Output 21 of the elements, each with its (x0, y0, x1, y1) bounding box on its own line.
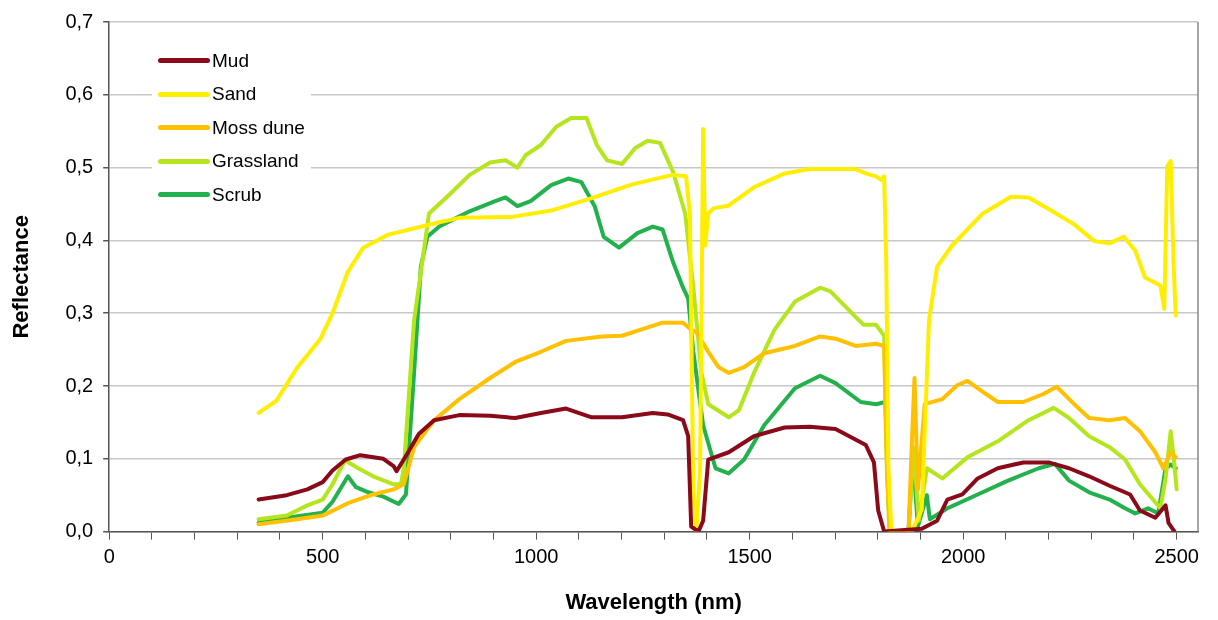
y-tick-label: 0,1 (65, 446, 94, 469)
x-tick-label: 0 (103, 545, 115, 568)
legend-label: Grassland (212, 150, 299, 173)
y-axis-title: Reflectance (8, 215, 34, 339)
y-tick-label: 0,0 (65, 519, 94, 542)
y-tick-label: 0,5 (65, 155, 94, 178)
legend-label: Sand (212, 83, 257, 106)
x-tick-label: 500 (306, 545, 340, 568)
y-tick-label: 0,4 (65, 227, 94, 250)
y-tick-label: 0,7 (65, 9, 94, 32)
y-tick-label: 0,3 (65, 300, 94, 323)
x-tick-label: 2500 (1154, 545, 1199, 568)
y-tick-label: 0,2 (65, 373, 94, 396)
y-tick-label: 0,6 (65, 82, 94, 105)
legend-label: Moss dune (212, 116, 305, 139)
x-tick-label: 2000 (940, 545, 986, 568)
x-tick-label: 1000 (513, 545, 559, 568)
legend-label: Mud (212, 49, 249, 72)
x-axis-title: Wavelength (nm) (565, 588, 742, 614)
x-tick-label: 1500 (727, 545, 772, 568)
legend-label: Scrub (212, 183, 262, 206)
